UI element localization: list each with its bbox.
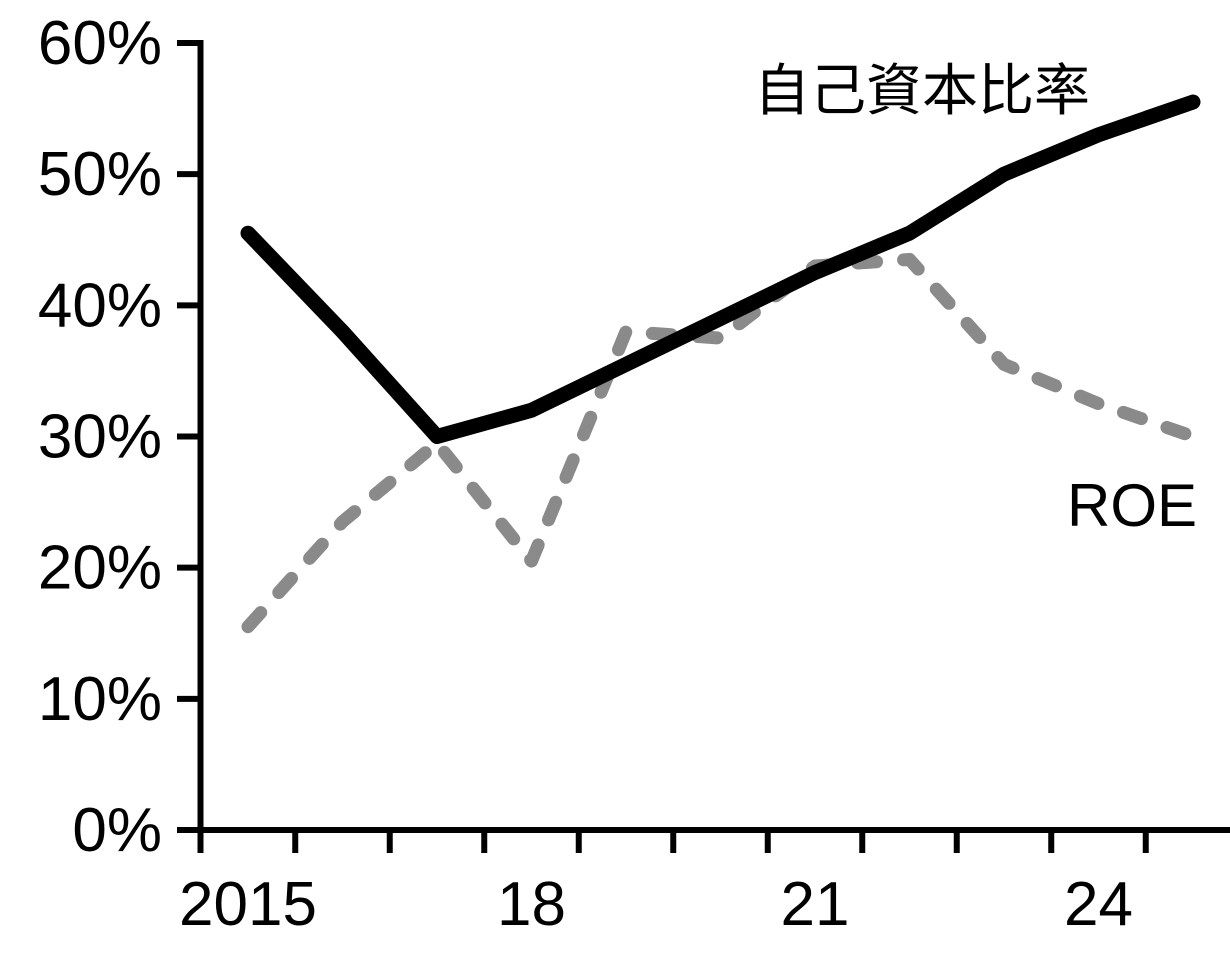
y-tick-label: 50% [38,140,162,209]
y-tick-label: 30% [38,403,162,472]
x-tick-label: 2015 [179,870,317,939]
roe-line [241,252,1200,634]
equity-ratio-line [240,94,1201,444]
roe-label: ROE [1067,472,1197,539]
y-axis-tick-labels: 60% 50% 40% 30% 20% 10% 0% [38,9,162,865]
equity-ratio-label: 自己資本比率 [754,59,1090,122]
y-tick-label: 40% [38,271,162,340]
y-tick-label: 10% [38,665,162,734]
axes [177,40,1230,853]
y-tick-label: 60% [38,9,162,78]
y-tick-label: 20% [38,534,162,603]
y-tick-label: 0% [72,796,162,865]
x-tick-label: 18 [497,870,566,939]
x-tick-label: 21 [781,870,850,939]
x-tick-label: 24 [1064,870,1133,939]
x-axis-tick-labels: 2015 18 21 24 [179,870,1133,939]
